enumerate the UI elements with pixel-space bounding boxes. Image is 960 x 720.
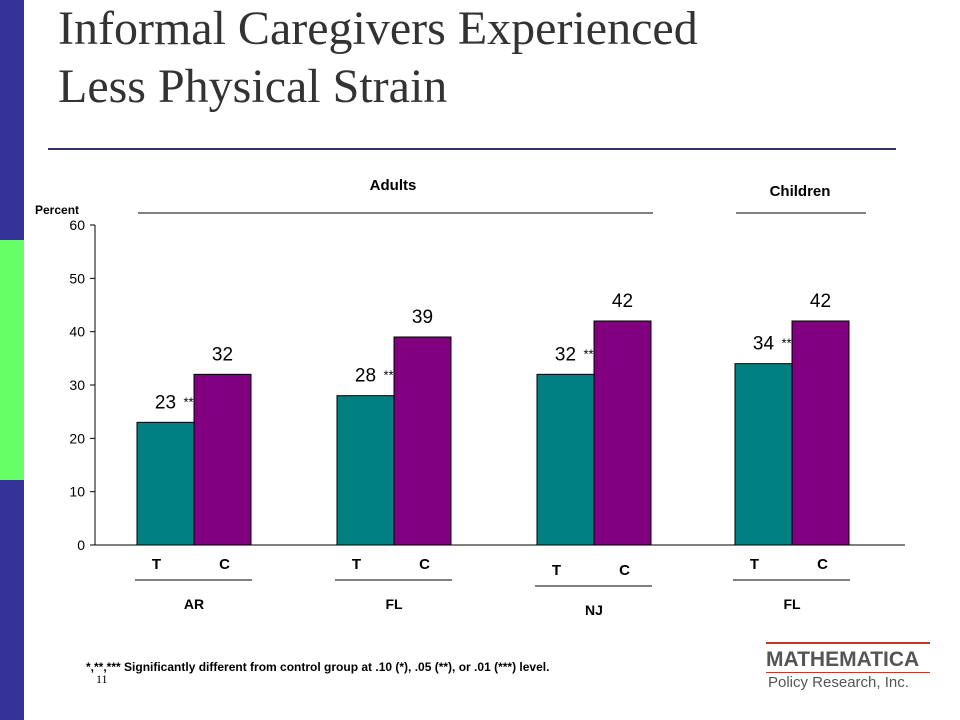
logo-main-text: MATHEMATICA (766, 648, 920, 671)
y-tick-label: 30 (69, 377, 85, 393)
bar-c-fl (393, 336, 452, 546)
bar-label-c: C (619, 562, 630, 579)
logo-top-bar (766, 642, 930, 644)
data-label: 39 (412, 307, 433, 328)
logo-mid-bar (766, 672, 930, 673)
group-header-children: Children (770, 183, 831, 200)
y-tick-label: 0 (77, 537, 85, 553)
bar-label-t: T (552, 562, 561, 579)
y-tick-label: 50 (69, 270, 85, 286)
bar-label-c: C (219, 556, 230, 573)
bar-label-c: C (419, 556, 430, 573)
y-tick-label: 40 (69, 324, 85, 340)
mathematica-logo: MATHEMATICA Policy Research, Inc. (766, 642, 930, 698)
bar-t-fl (336, 395, 395, 546)
significance-mark: ** (782, 336, 792, 351)
side-accent (0, 240, 24, 480)
y-axis-label: Percent (35, 203, 79, 217)
significance-mark: ** (384, 368, 394, 383)
data-label: 42 (612, 291, 633, 312)
slide-number: 11 (96, 672, 108, 686)
significance-mark: ** (584, 346, 594, 361)
bar-label-t: T (152, 556, 161, 573)
logo-sub-text: Policy Research, Inc. (768, 674, 909, 691)
y-tick-label: 10 (69, 484, 85, 500)
data-label: 32 (555, 344, 576, 365)
slide-title: Informal Caregivers Experienced Less Phy… (58, 0, 938, 116)
group-header-adults: Adults (370, 177, 417, 194)
footnote: *,**,*** Significantly different from co… (86, 660, 550, 674)
title-line-1: Informal Caregivers Experienced (58, 2, 698, 55)
category-label-fl: FL (783, 596, 801, 612)
bar-c-nj (593, 320, 652, 546)
category-label-fl: FL (385, 596, 403, 612)
title-line-2: Less Physical Strain (58, 60, 448, 113)
category-label-ar: AR (184, 596, 204, 612)
bar-c-ar (193, 373, 252, 546)
significance-mark: ** (184, 394, 194, 409)
bar-c-fl (791, 320, 850, 546)
bar-label-t: T (352, 556, 361, 573)
data-label: 28 (355, 366, 376, 387)
bar-t-nj (536, 373, 595, 546)
bar-t-fl (734, 363, 793, 546)
bar-label-c: C (817, 556, 828, 573)
y-tick-label: 20 (69, 430, 85, 446)
data-label: 32 (212, 344, 233, 365)
data-label: 42 (810, 291, 831, 312)
bar-label-t: T (750, 556, 759, 573)
y-tick-label: 60 (69, 217, 85, 233)
title-rule (48, 148, 896, 150)
bar-t-ar (136, 421, 195, 546)
category-label-nj: NJ (585, 602, 603, 618)
data-label: 34 (753, 334, 775, 355)
data-label: 23 (155, 392, 176, 413)
